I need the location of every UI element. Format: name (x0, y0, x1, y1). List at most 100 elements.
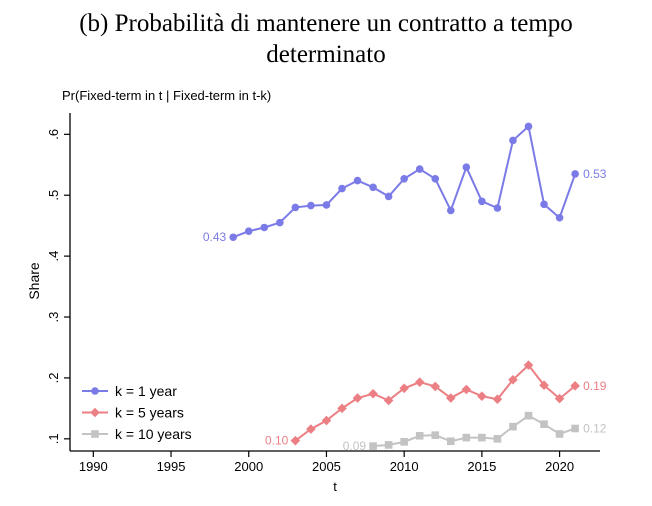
data-point (540, 200, 548, 209)
x-tick-label: 2015 (467, 459, 496, 474)
y-tick-label: .6 (46, 129, 61, 140)
data-point (431, 431, 440, 439)
y-tick-label: .4 (46, 251, 61, 262)
data-point (508, 374, 518, 385)
x-tick-label: 2005 (312, 459, 341, 474)
y-tick-label: .5 (46, 190, 61, 201)
data-point (415, 165, 424, 173)
legend-label: k = 10 years (115, 426, 192, 442)
data-point (384, 441, 393, 449)
data-point (570, 381, 580, 391)
data-point (307, 201, 315, 210)
data-point (399, 383, 409, 394)
y-axis-title: Share (26, 262, 42, 300)
legend-marker (90, 407, 100, 418)
legend-marker (91, 387, 99, 395)
data-point (369, 183, 377, 192)
data-point (430, 381, 441, 392)
data-point (477, 391, 487, 401)
x-axis-title: t (333, 479, 337, 494)
data-point (554, 393, 565, 404)
data-point (229, 233, 237, 242)
data-point (383, 395, 394, 406)
legend-label: k = 5 years (115, 405, 184, 421)
data-point (244, 227, 253, 235)
data-point (353, 176, 362, 185)
data-point (540, 420, 548, 429)
legend-marker (91, 430, 99, 438)
plot-area (69, 113, 600, 452)
endpoint-labels: 0.43 0.53 0.10 0.19 0.09 0.12 (203, 167, 607, 453)
data-point (509, 136, 517, 145)
data-point (414, 377, 425, 387)
data-point (446, 206, 455, 215)
legend: k = 1 year k = 5 years k = 10 years (82, 383, 192, 442)
legend-item-2: k = 5 years (82, 405, 184, 421)
data-point (290, 435, 301, 446)
data-point (462, 433, 471, 442)
y-tick-label: .1 (46, 433, 61, 444)
end-label: 0.12 (583, 421, 607, 435)
axes-ticks: 1990 1995 2000 2005 2010 2015 2020 .1 .2 .3 .4 .5 .6 (46, 129, 574, 474)
series-1 (229, 122, 579, 242)
figure-title: (b) Probabilità di mantenere un contratt… (0, 8, 652, 70)
data-point (478, 433, 486, 442)
data-point (291, 203, 300, 212)
figure-title-line-2: determinato (266, 41, 386, 68)
data-point (415, 431, 424, 440)
data-point (338, 184, 346, 193)
data-point (321, 415, 332, 426)
data-point (492, 394, 503, 405)
data-point (260, 223, 269, 232)
data-point (445, 393, 456, 403)
data-point (493, 435, 502, 443)
data-point (337, 403, 347, 414)
x-tick-label: 1995 (157, 459, 186, 474)
data-point (461, 384, 472, 395)
legend-item-1: k = 1 year (82, 383, 177, 399)
data-point (352, 393, 363, 403)
data-point (369, 442, 377, 450)
series-2 (290, 360, 580, 446)
data-point (555, 430, 564, 438)
data-point (524, 122, 533, 131)
legend-item-3: k = 10 years (82, 426, 192, 442)
y-tick-label: .2 (46, 372, 61, 383)
y-tick-label: .3 (46, 312, 61, 323)
data-point (322, 201, 331, 209)
figure-title-line-1: (b) Probabilità di mantenere un contratt… (79, 10, 573, 37)
data-point (400, 174, 408, 183)
data-point (555, 213, 564, 222)
x-tick-label: 2010 (390, 459, 419, 474)
data-point (306, 424, 316, 434)
data-point (539, 380, 549, 391)
x-tick-label: 2020 (545, 459, 574, 474)
start-label: 0.10 (265, 434, 289, 448)
end-label: 0.53 (583, 167, 607, 181)
data-point (478, 197, 486, 206)
series-line (294, 363, 576, 442)
data-point (446, 437, 455, 446)
legend-label: k = 1 year (115, 383, 177, 399)
x-tick-label: 2000 (234, 459, 263, 474)
start-label: 0.09 (343, 439, 367, 453)
data-point (462, 163, 471, 172)
x-tick-label: 1990 (79, 459, 108, 474)
data-point (523, 360, 534, 370)
data-point (493, 204, 502, 212)
data-point (524, 411, 533, 420)
data-point (571, 424, 579, 433)
series-layer (229, 122, 580, 450)
data-point (276, 218, 284, 227)
data-point (368, 388, 378, 399)
end-label: 0.19 (583, 379, 607, 393)
data-point (400, 438, 408, 446)
start-label: 0.43 (203, 230, 227, 244)
data-point (431, 174, 440, 183)
chart-title: Pr(Fixed-term in t | Fixed-term in t-k) (62, 88, 271, 103)
data-point (384, 192, 393, 201)
data-point (509, 422, 517, 431)
series-3 (369, 411, 579, 450)
data-point (571, 170, 579, 178)
